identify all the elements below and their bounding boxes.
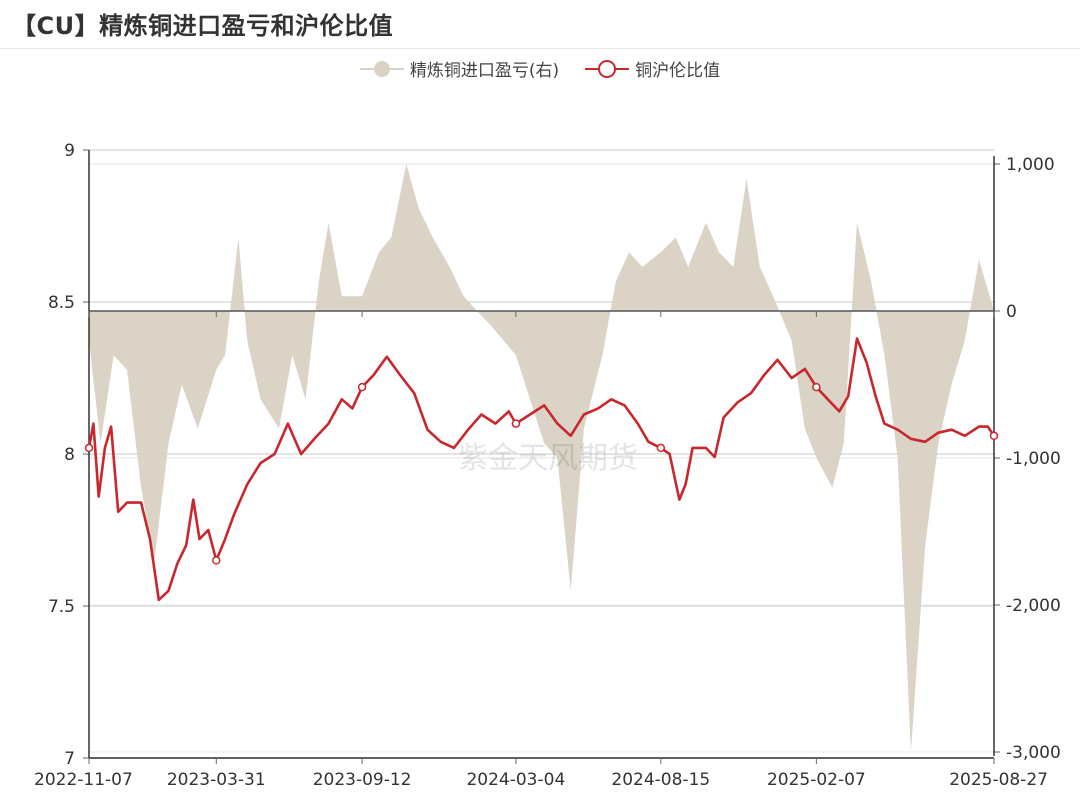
left-axis-tick-label: 9: [64, 141, 75, 161]
left-axis-tick-label: 8: [64, 445, 75, 465]
x-axis-tick-label: 2025-02-07: [767, 770, 866, 790]
watermark: 紫金天风期货: [458, 441, 638, 476]
tick-label-layer: 9 8.5 8 7.5 7 1,000 0 -1,000 -2,000 -3,000 2022-11…: [34, 141, 1061, 790]
legend-symbol-area: [359, 60, 404, 77]
ratio-marker: [84, 443, 94, 453]
chart-legend: 精炼铜进口盈亏(右) 铜沪伦比值: [0, 56, 1080, 81]
left-axis-tick-label: 8.5: [48, 293, 75, 313]
x-axis-tick-label: 2023-03-31: [167, 770, 266, 790]
ratio-marker: [511, 419, 521, 428]
right-axis-tick-label: 1,000: [1006, 155, 1055, 175]
ratio-marker: [656, 443, 666, 453]
legend-label-import-profit: 精炼铜进口盈亏(右): [409, 61, 560, 81]
legend-item-ratio[interactable]: 铜沪伦比值: [585, 56, 720, 81]
right-axis-tick-label: -1,000: [1006, 449, 1061, 469]
x-axis-tick-label: 2022-11-07: [34, 770, 133, 790]
x-axis-tick-label: 2023-09-12: [313, 770, 412, 790]
left-axis-tick-label: 7.5: [48, 597, 75, 617]
line-ratio: [87, 337, 996, 602]
legend-label-ratio: 铜沪伦比值: [635, 61, 721, 81]
ratio-marker: [357, 382, 367, 392]
ratio-marker: [812, 382, 821, 392]
line-series-layer: [84, 337, 999, 602]
legend-symbol-line: [585, 59, 630, 78]
x-axis-tick-label: 2024-08-15: [611, 770, 710, 790]
chart-title: 【CU】精炼铜进口盈亏和沪伦比值: [12, 12, 394, 40]
axis-layer: [83, 149, 1000, 764]
right-axis-tick-label: -3,000: [1006, 743, 1061, 763]
legend-item-import-profit[interactable]: 精炼铜进口盈亏(右): [359, 56, 560, 81]
x-axis-tick-label: 2024-03-04: [466, 770, 565, 790]
ratio-marker: [989, 431, 999, 441]
left-axis-tick-label: 7: [64, 749, 75, 769]
right-axis-tick-label: 0: [1006, 302, 1017, 322]
x-axis-tick-label: 2025-08-27: [949, 770, 1048, 790]
right-axis-tick-label: -2,000: [1006, 596, 1061, 616]
ratio-marker: [212, 556, 221, 565]
title-divider: [0, 48, 1080, 49]
